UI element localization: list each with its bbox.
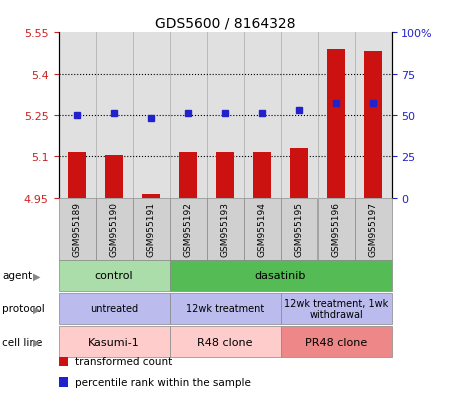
Text: R48 clone: R48 clone <box>197 337 253 347</box>
Bar <box>364 52 382 198</box>
Bar <box>318 33 355 198</box>
Bar <box>132 33 170 198</box>
Title: GDS5600 / 8164328: GDS5600 / 8164328 <box>155 17 295 31</box>
Text: ▶: ▶ <box>33 271 40 281</box>
Text: GSM955192: GSM955192 <box>184 202 193 256</box>
Text: transformed count: transformed count <box>75 356 172 366</box>
Bar <box>170 33 207 198</box>
Bar <box>280 33 318 198</box>
Bar <box>253 153 271 198</box>
Text: GSM955190: GSM955190 <box>109 202 118 256</box>
Text: Kasumi-1: Kasumi-1 <box>88 337 140 347</box>
Bar <box>142 194 160 198</box>
Bar <box>290 149 308 198</box>
Text: 12wk treatment: 12wk treatment <box>186 304 264 314</box>
Text: ▶: ▶ <box>33 304 40 314</box>
Text: GSM955193: GSM955193 <box>220 202 230 256</box>
Text: GSM955197: GSM955197 <box>369 202 378 256</box>
Bar <box>207 33 243 198</box>
Text: dasatinib: dasatinib <box>255 271 306 281</box>
Bar <box>243 33 280 198</box>
Text: control: control <box>94 271 133 281</box>
Text: untreated: untreated <box>90 304 138 314</box>
Bar <box>355 33 392 198</box>
Text: GSM955196: GSM955196 <box>332 202 341 256</box>
Text: ▶: ▶ <box>33 337 40 347</box>
Text: agent: agent <box>2 271 32 281</box>
Text: cell line: cell line <box>2 337 43 347</box>
Text: GSM955191: GSM955191 <box>147 202 156 256</box>
Text: percentile rank within the sample: percentile rank within the sample <box>75 377 251 387</box>
Bar <box>68 153 86 198</box>
Bar <box>105 156 123 198</box>
Text: GSM955195: GSM955195 <box>294 202 303 256</box>
Bar <box>179 153 197 198</box>
Bar <box>216 153 234 198</box>
Text: GSM955194: GSM955194 <box>257 202 266 256</box>
Bar <box>95 33 132 198</box>
Bar <box>58 33 95 198</box>
Text: PR48 clone: PR48 clone <box>305 337 367 347</box>
Text: 12wk treatment, 1wk
withdrawal: 12wk treatment, 1wk withdrawal <box>284 298 388 320</box>
Text: GSM955189: GSM955189 <box>72 202 81 256</box>
Bar <box>327 50 345 198</box>
Text: protocol: protocol <box>2 304 45 314</box>
